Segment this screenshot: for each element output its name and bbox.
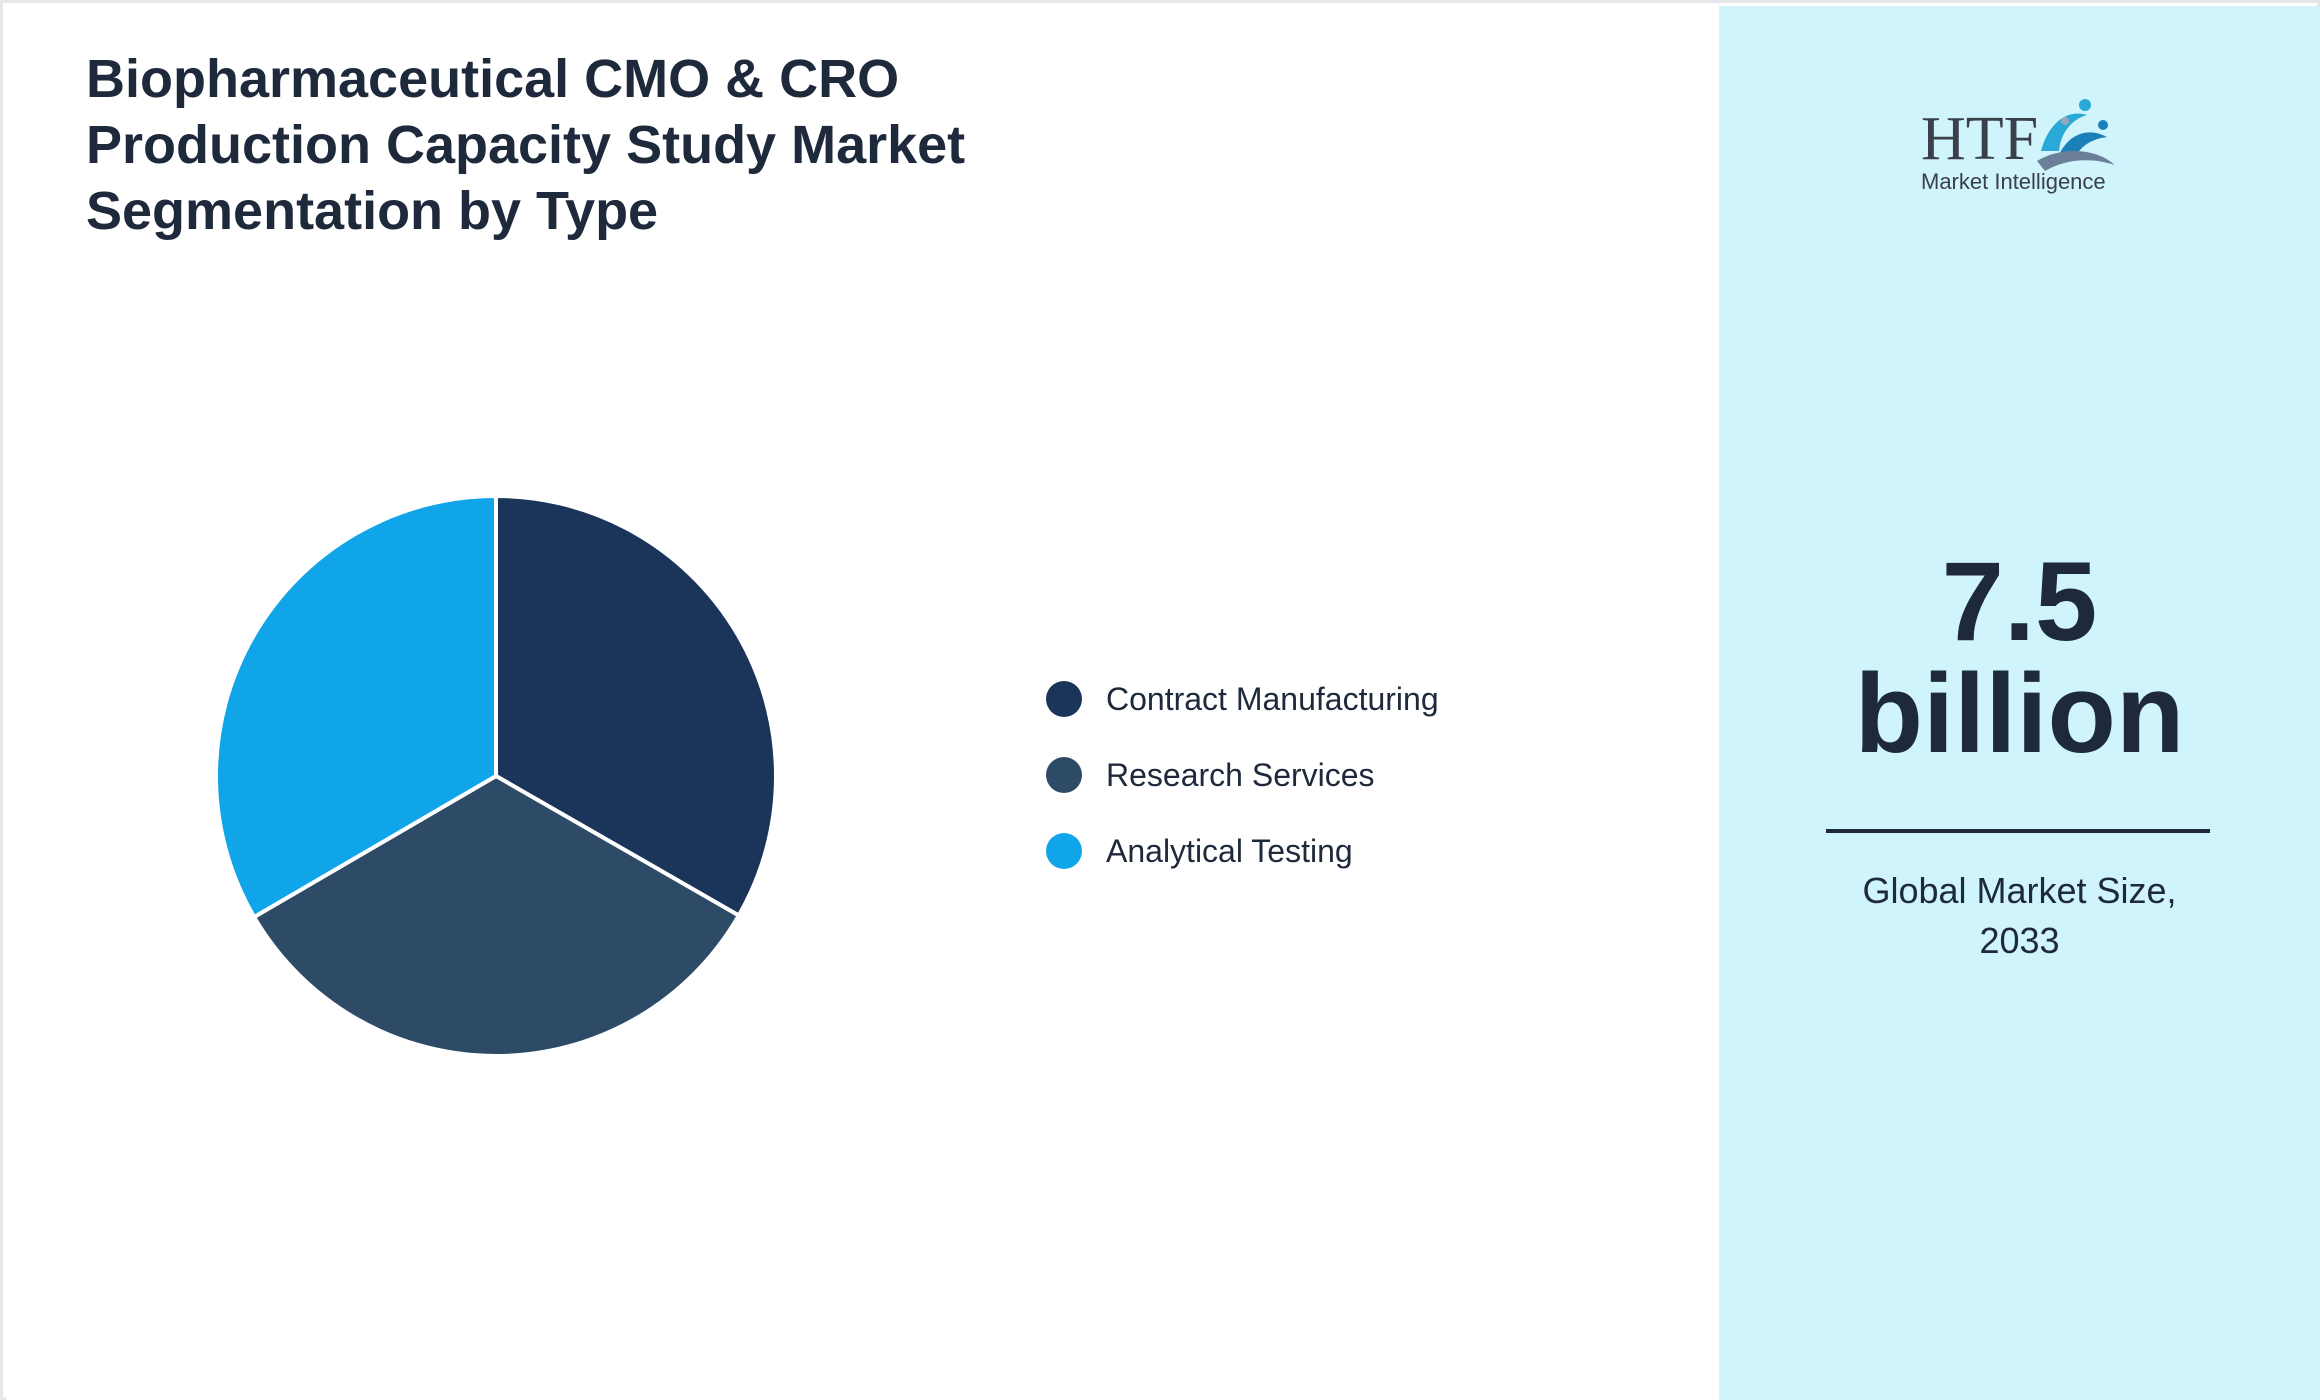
htf-logo: HTF Market Intelligence: [1921, 99, 2115, 194]
legend-item: Research Services: [1046, 737, 1439, 813]
divider: [1826, 829, 2210, 833]
pie-slice-contract-manufacturing: [494, 493, 778, 919]
legend-swatch: [1046, 757, 1082, 793]
htf-wave-figures-icon: [2037, 99, 2115, 171]
market-size-value: 7.5 billion: [1719, 546, 2320, 770]
legend-label: Analytical Testing: [1106, 832, 1353, 869]
chart-title: Biopharmaceutical CMO & CRO Production C…: [86, 49, 966, 241]
chart-panel: Biopharmaceutical CMO & CRO Production C…: [6, 6, 1719, 1400]
chart-legend: Contract Manufacturing Research Services A…: [1046, 661, 1439, 889]
pie-chart: [214, 493, 778, 1058]
logo-letters: HTF: [1921, 105, 2038, 173]
market-size-caption: Global Market Size, 2033: [1719, 866, 2320, 966]
legend-label: Research Services: [1106, 756, 1375, 793]
market-size-unit: billion: [1854, 651, 2185, 776]
pie-slice-analytical-testing: [214, 493, 498, 920]
legend-item: Contract Manufacturing: [1046, 661, 1439, 737]
legend-label: Contract Manufacturing: [1106, 680, 1439, 717]
caption-line-2: 2033: [1979, 920, 2060, 961]
legend-item: Analytical Testing: [1046, 813, 1439, 889]
market-size-number: 7.5: [1941, 539, 2098, 664]
pie-slice-research-services: [251, 773, 742, 1058]
legend-swatch: [1046, 681, 1082, 717]
caption-line-1: Global Market Size,: [1862, 870, 2177, 911]
market-size-panel: HTF Market Intelligence 7.5 billion Glob…: [1719, 6, 2320, 1400]
logo-subtitle: Market Intelligence: [1921, 169, 2106, 194]
legend-swatch: [1046, 833, 1082, 869]
